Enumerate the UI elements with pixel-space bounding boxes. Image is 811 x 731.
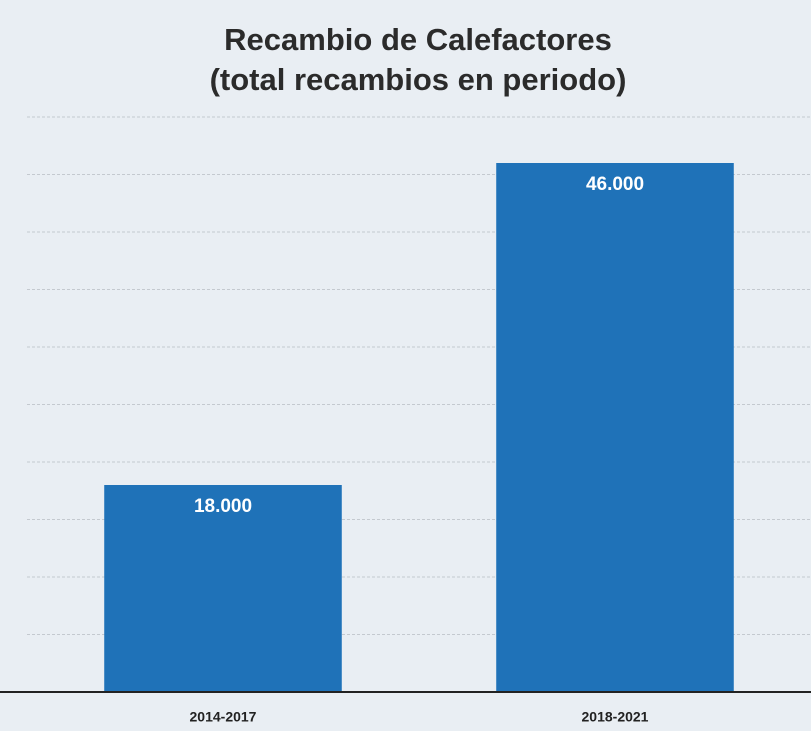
value-label: 18.000 xyxy=(194,496,252,517)
bar xyxy=(104,485,342,692)
x-tick-label: 2014-2017 xyxy=(190,709,257,725)
chart-subtitle: (total recambios en periodo) xyxy=(210,62,627,97)
bar xyxy=(496,163,734,692)
chart-title: Recambio de Calefactores xyxy=(224,22,612,57)
x-tick-label: 2018-2021 xyxy=(582,709,649,725)
value-label: 46.000 xyxy=(586,174,644,195)
